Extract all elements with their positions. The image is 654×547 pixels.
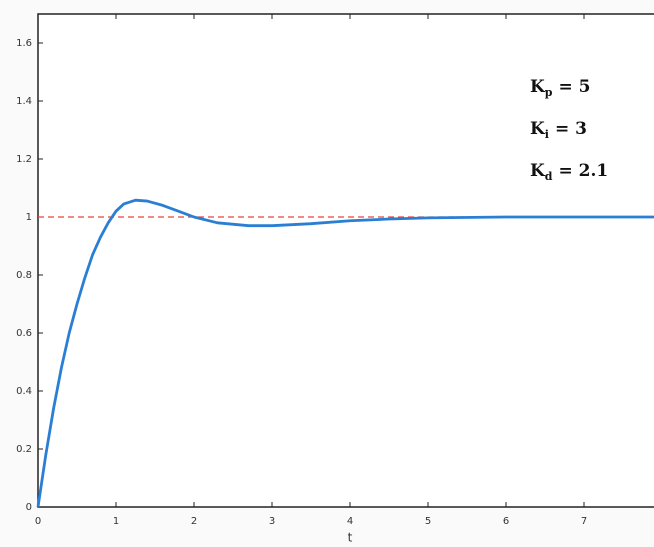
annotation-value: = 5 bbox=[558, 77, 590, 97]
y-tick-label: 1.6 bbox=[16, 38, 32, 49]
x-tick-label: 4 bbox=[347, 516, 353, 527]
annotation-subscript: d bbox=[545, 170, 553, 183]
annotation-subscript: p bbox=[545, 86, 553, 99]
annotation: Ki = 3 bbox=[530, 119, 587, 141]
x-tick-label: 7 bbox=[581, 516, 587, 527]
annotation-value: = 3 bbox=[555, 119, 587, 139]
y-tick-label: 1 bbox=[26, 212, 32, 223]
y-tick-label: 1.2 bbox=[16, 154, 32, 165]
y-tick-label: 0 bbox=[26, 502, 32, 513]
annotation: Kd = 2.1 bbox=[530, 161, 608, 183]
x-tick-label: 1 bbox=[113, 516, 119, 527]
plot-area bbox=[37, 13, 654, 508]
x-tick-label: 0 bbox=[35, 516, 41, 527]
y-tick-label: 1.4 bbox=[16, 96, 32, 107]
annotation-symbol: K bbox=[530, 119, 546, 139]
x-tick-label: 2 bbox=[191, 516, 197, 527]
y-tick-label: 0.6 bbox=[16, 328, 32, 339]
y-tick-label: 0.8 bbox=[16, 270, 32, 281]
annotation-subscript: i bbox=[545, 128, 549, 141]
annotation-symbol: K bbox=[530, 77, 546, 97]
annotation-symbol: K bbox=[530, 161, 546, 181]
y-tick-label: 0.4 bbox=[16, 386, 32, 397]
x-tick-label: 6 bbox=[503, 516, 509, 527]
x-tick-label: 5 bbox=[425, 516, 431, 527]
annotation-value: = 2.1 bbox=[558, 161, 608, 181]
y-tick-label: 0.2 bbox=[16, 444, 32, 455]
x-tick-label: 3 bbox=[269, 516, 275, 527]
annotation: Kp = 5 bbox=[530, 77, 590, 99]
x-axis-label: t bbox=[348, 531, 353, 545]
line-series bbox=[36, 198, 654, 508]
